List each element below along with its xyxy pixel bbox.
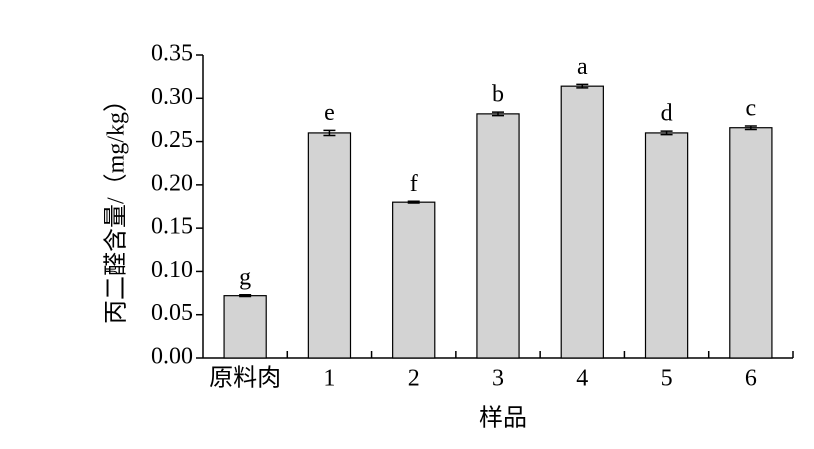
- significance-label: f: [410, 171, 418, 197]
- y-tick-label: 0.15: [151, 214, 193, 240]
- y-tick-label: 0.05: [151, 300, 193, 326]
- y-tick-label: 0.00: [151, 344, 193, 370]
- bar: [307, 132, 352, 359]
- x-tick-label: 5: [661, 366, 673, 392]
- bar: [223, 295, 267, 359]
- y-tick-label: 0.25: [151, 127, 193, 153]
- bar: [476, 113, 520, 359]
- significance-label: b: [492, 82, 504, 108]
- y-tick-label: 0.10: [151, 257, 193, 283]
- x-tick-label: 4: [576, 366, 588, 392]
- y-tick-label: 0.20: [151, 170, 193, 196]
- bar: [560, 85, 604, 359]
- y-tick-label: 0.35: [151, 41, 193, 67]
- x-tick-label: 6: [745, 366, 757, 392]
- significance-label: a: [577, 54, 588, 80]
- error-bar: [744, 125, 757, 131]
- error-bar: [323, 129, 336, 137]
- significance-label: g: [239, 264, 251, 290]
- x-tick-label: 原料肉: [209, 365, 281, 392]
- bar: [392, 201, 436, 359]
- error-bar: [239, 294, 252, 298]
- error-bar: [407, 200, 420, 204]
- x-tick-label: 3: [492, 366, 504, 392]
- significance-label: e: [324, 100, 335, 126]
- x-tick-label: 2: [408, 366, 420, 392]
- error-bar: [660, 130, 673, 136]
- error-bar: [492, 111, 504, 117]
- y-axis-label: 丙二醛含量/（mg/kg）: [103, 88, 130, 324]
- significance-label: c: [746, 95, 757, 121]
- y-tick-label: 0.30: [151, 84, 193, 110]
- significance-label: d: [661, 101, 673, 127]
- bar: [644, 132, 689, 359]
- x-axis-label: 样品: [479, 405, 527, 432]
- bar: [729, 127, 773, 359]
- error-bar: [576, 83, 589, 89]
- x-tick-label: 1: [323, 366, 335, 392]
